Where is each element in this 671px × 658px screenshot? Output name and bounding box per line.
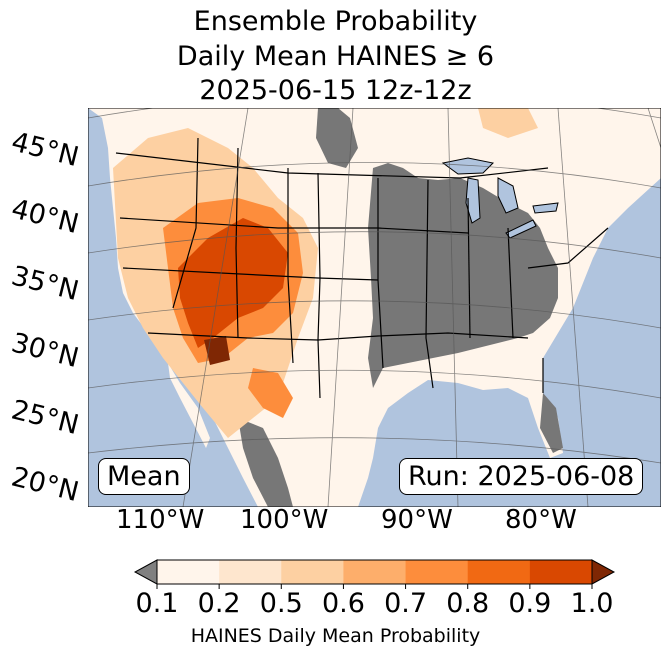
probability-map: Mean Run: 2025-06-08 <box>87 107 662 508</box>
lake-superior <box>441 157 495 175</box>
lat-label-45: 45°N <box>8 126 82 174</box>
colorbar-outline <box>156 559 593 585</box>
colorbar-segment <box>467 560 531 584</box>
colorbar-tick-label: 0.5 <box>259 588 303 619</box>
lat-label-35: 35°N <box>8 260 82 308</box>
colorbar-tick-label: 1.0 <box>570 588 614 619</box>
run-label-box: Run: 2025-06-08 <box>399 458 644 495</box>
lat-label-30: 30°N <box>8 327 82 375</box>
colorbar-tick-label: 0.1 <box>135 588 179 619</box>
mean-label-box: Mean <box>98 458 190 495</box>
missing-west <box>316 108 358 168</box>
colorbar-label: HAINES Daily Mean Probability <box>190 625 481 647</box>
lat-label-25: 25°N <box>8 394 82 442</box>
lat-label-20: 20°N <box>8 461 82 509</box>
state-borders <box>115 137 609 399</box>
map-svg <box>87 107 662 508</box>
colorbar-tick-label: 0.9 <box>508 588 552 619</box>
lon-label-90: 90°W <box>381 505 453 535</box>
title-line-2: Daily Mean HAINES ≥ 6 <box>176 41 495 72</box>
lon-label-80: 80°W <box>505 505 577 535</box>
colorbar-tick-label: 0.2 <box>197 588 241 619</box>
lake-huron <box>497 177 519 214</box>
colorbar-segment <box>343 560 407 584</box>
prob-max-az <box>204 336 230 365</box>
lake-michigan <box>465 177 481 224</box>
colorbar-segment <box>157 560 220 584</box>
lat-label-40: 40°N <box>8 193 82 241</box>
colorbar-segment <box>405 560 469 584</box>
prob-high-tx <box>248 368 293 418</box>
baja <box>168 363 210 448</box>
prob-low-ne <box>478 108 538 138</box>
missing-florida <box>540 393 563 453</box>
prob-high-west <box>178 218 288 348</box>
lon-label-110: 110°W <box>116 505 205 535</box>
title-line-3: 2025-06-15 12z-12z <box>199 75 472 106</box>
graticule <box>88 108 661 507</box>
missing-mexico <box>238 418 293 507</box>
colorbar-tick-label: 0.8 <box>446 588 490 619</box>
lake-ontario <box>532 202 559 214</box>
colorbar-segment <box>529 560 593 584</box>
colorbar-tick-label: 0.7 <box>384 588 428 619</box>
colorbar-under-arrow <box>133 559 158 585</box>
colorbar-segment <box>281 560 344 584</box>
missing-east <box>368 163 558 388</box>
colorbar-segment <box>219 560 282 584</box>
lon-label-100: 100°W <box>240 505 329 535</box>
colorbar-over-arrow <box>591 559 616 585</box>
title-line-1: Ensemble Probability <box>193 6 478 37</box>
colorbar-tick-label: 0.6 <box>321 588 365 619</box>
